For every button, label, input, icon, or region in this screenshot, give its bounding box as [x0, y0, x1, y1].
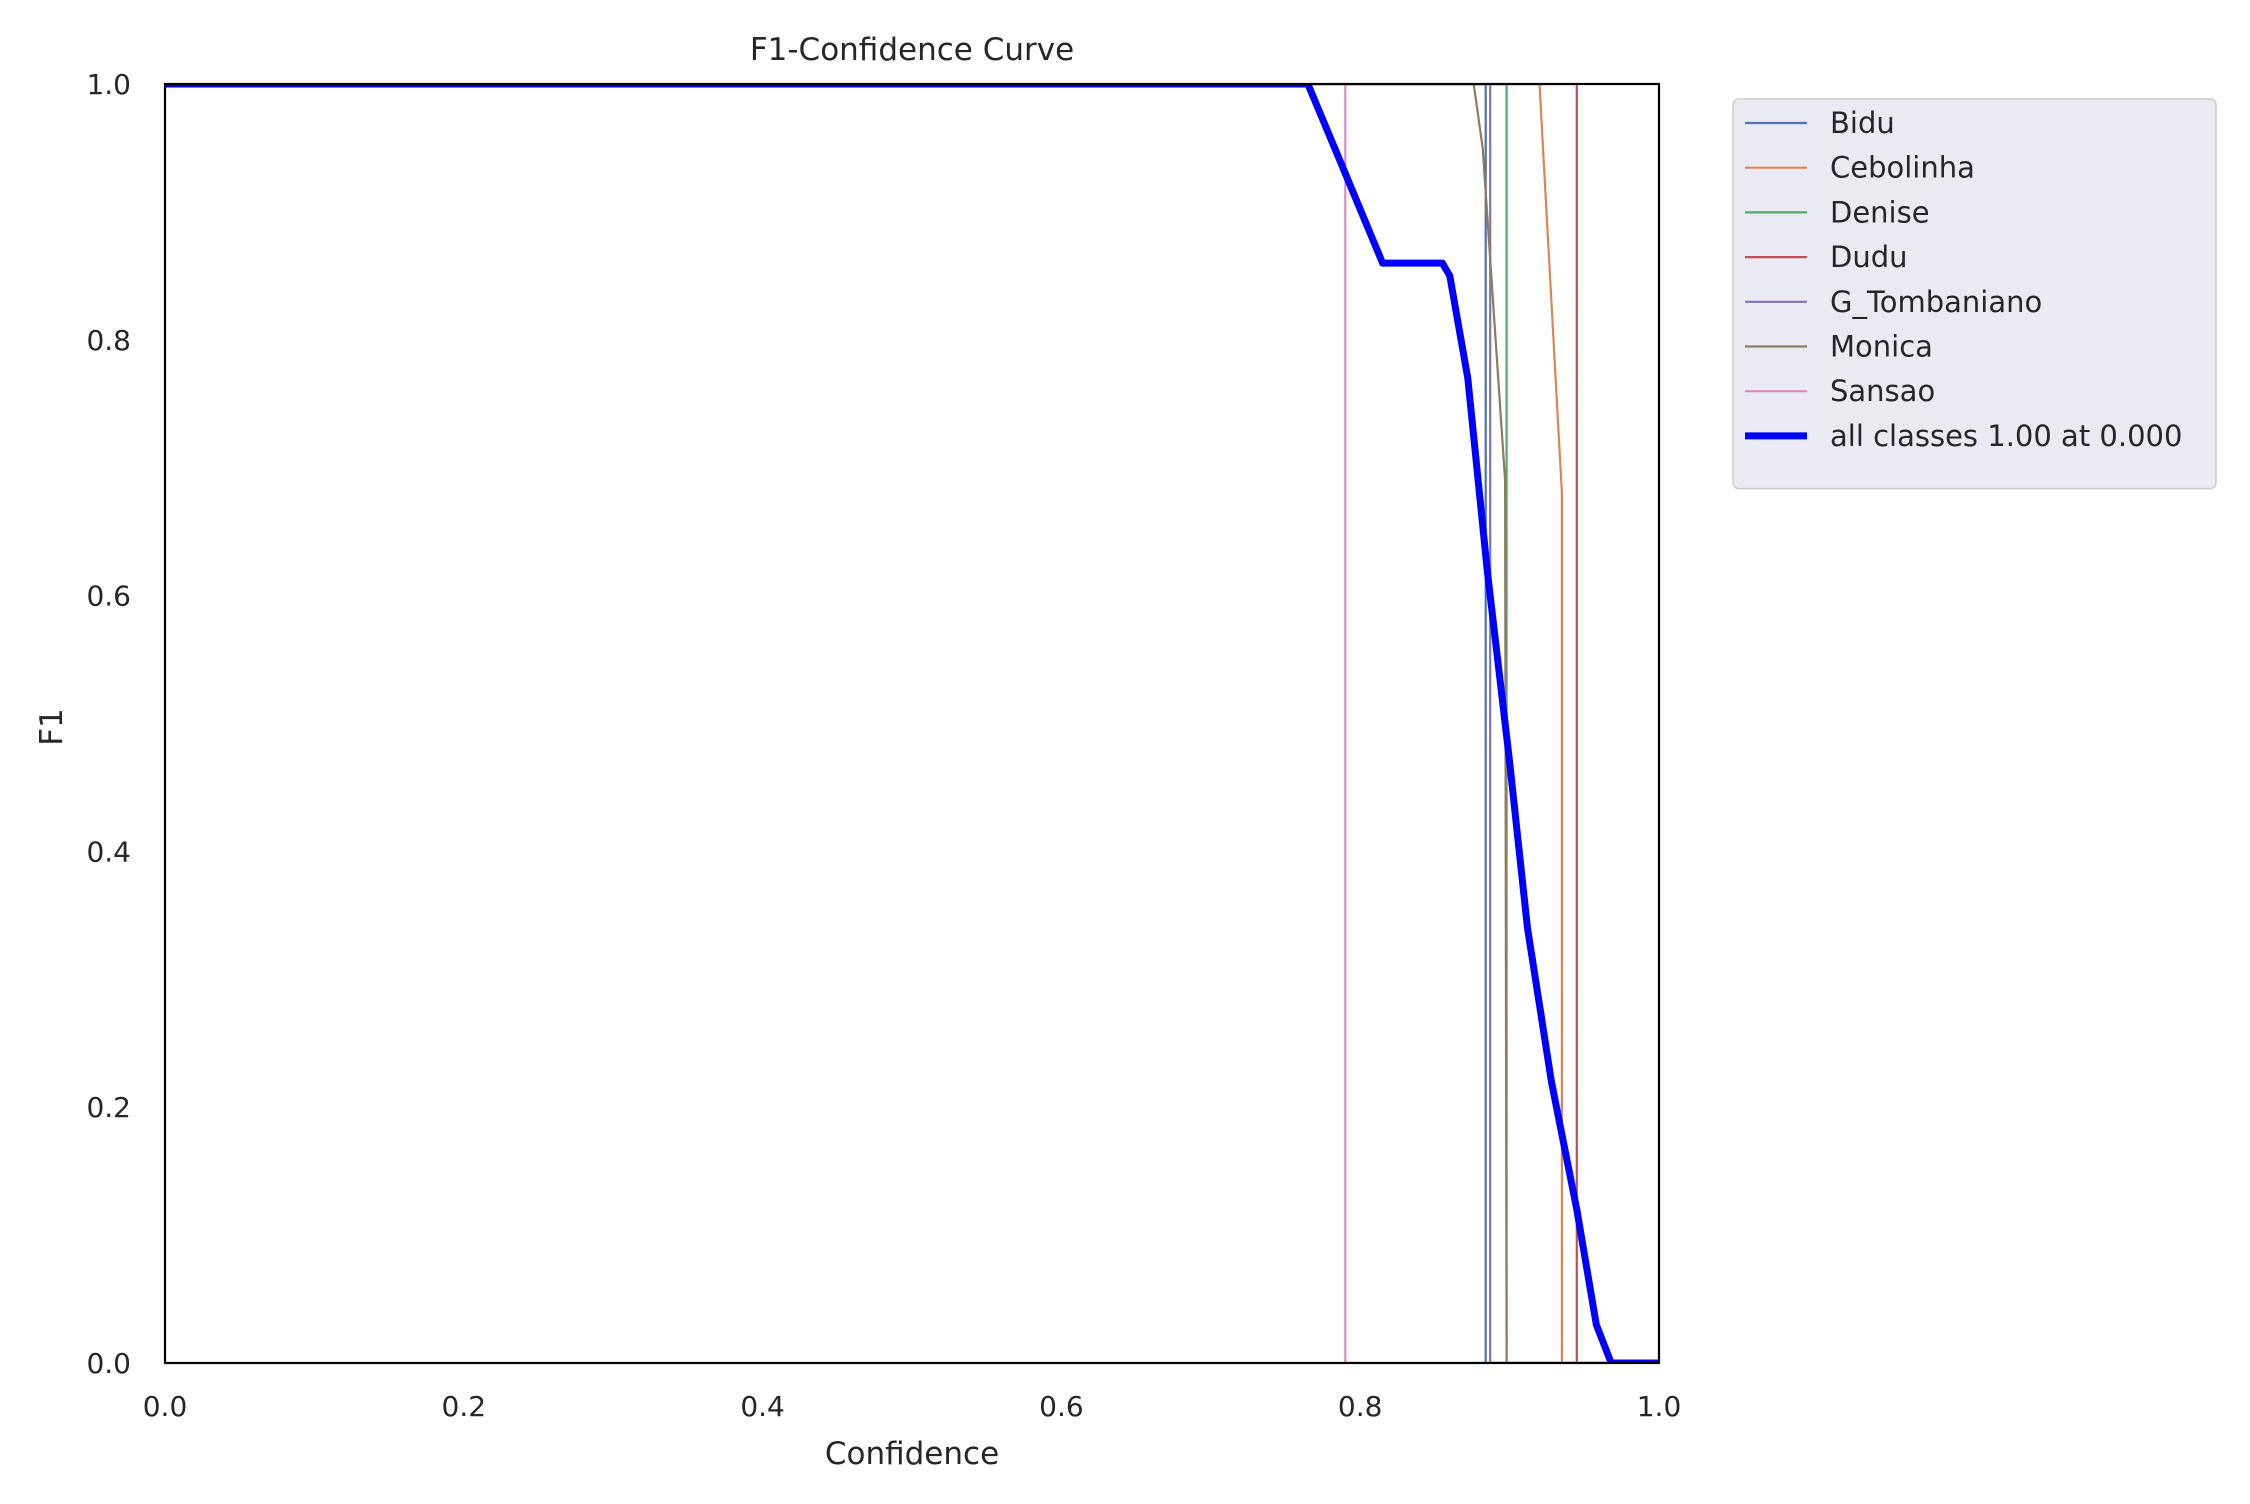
legend-label: Monica	[1830, 330, 1933, 364]
y-tick-label: 0.8	[86, 324, 131, 357]
series-line-sansao	[165, 84, 1659, 1363]
series-line-monica	[165, 84, 1659, 1363]
legend-box	[1732, 98, 2217, 490]
series-line-dudu	[165, 84, 1659, 1363]
legend-label: Cebolinha	[1830, 151, 1975, 185]
legend-label: all classes 1.00 at 0.000	[1830, 419, 2182, 453]
y-tick-label: 0.0	[86, 1347, 131, 1380]
chart-title: F1-Confidence Curve	[750, 32, 1074, 68]
y-tick-label: 0.2	[86, 1091, 131, 1124]
y-tick-label: 0.6	[86, 580, 131, 613]
legend: Bidu Cebolinha Denise Dudu G_Tombaniano Monic…	[1732, 98, 2217, 490]
legend-label: Bidu	[1830, 106, 1895, 140]
x-tick-label: 0.4	[740, 1390, 785, 1423]
y-tick-label: 1.0	[86, 68, 131, 101]
axis-ticks: 0.0 0.2 0.4 0.6 0.8 1.0 0.0 0.2 0.4 0.6 0.8 1.0	[86, 68, 1681, 1423]
x-axis-label: Confidence	[825, 1436, 999, 1472]
series-line-g-tombaniano	[165, 84, 1659, 1363]
plot-area	[163, 82, 1661, 1365]
series-line-all-classes-1-00-at-0-000	[165, 84, 1659, 1363]
legend-label: Denise	[1830, 195, 1930, 229]
y-tick-label: 0.4	[86, 835, 131, 868]
legend-label: G_Tombaniano	[1830, 285, 2042, 319]
x-tick-label: 0.8	[1338, 1390, 1383, 1423]
series-line-cebolinha	[165, 84, 1659, 1363]
x-tick-label: 0.0	[143, 1390, 188, 1423]
y-axis-label: F1	[34, 708, 70, 746]
x-tick-label: 0.6	[1039, 1390, 1084, 1423]
plot-frame	[163, 82, 1661, 1365]
legend-label: Dudu	[1830, 240, 1908, 274]
plot-background	[165, 84, 1659, 1363]
x-tick-label: 1.0	[1637, 1390, 1682, 1423]
series-lines	[165, 84, 1659, 1363]
legend-label: Sansao	[1830, 374, 1935, 408]
x-tick-label: 0.2	[442, 1390, 487, 1423]
